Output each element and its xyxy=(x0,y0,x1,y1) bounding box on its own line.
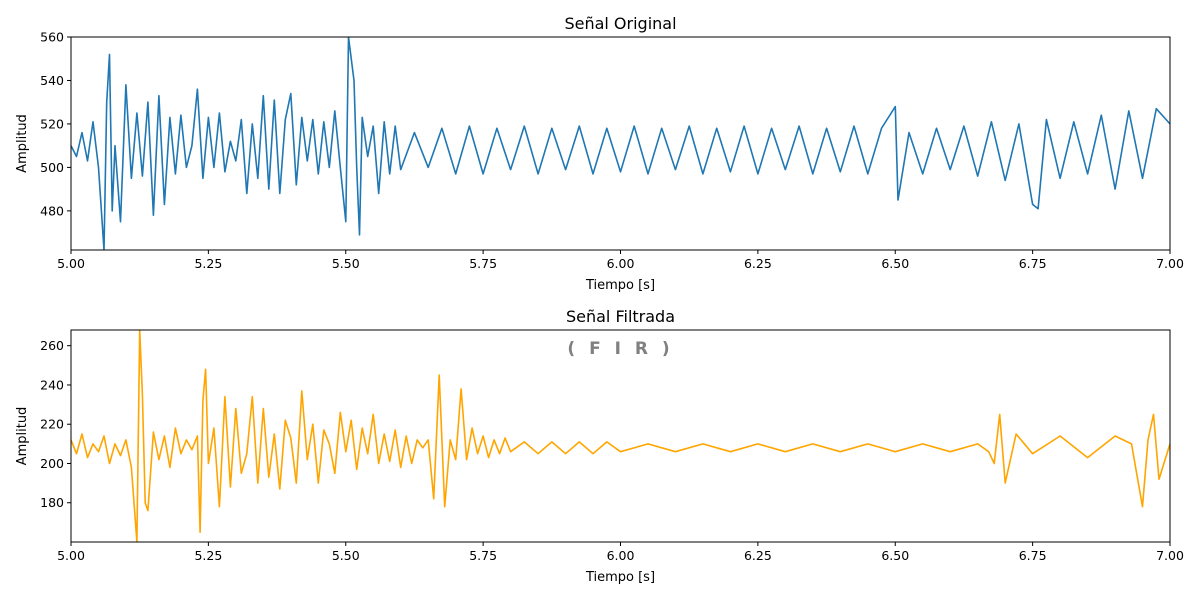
x-tick-label: 6.00 xyxy=(607,548,635,563)
y-tick-label: 540 xyxy=(40,73,64,88)
x-tick-label: 5.00 xyxy=(57,256,85,271)
x-tick-label: 6.25 xyxy=(744,256,772,271)
y-tick-label: 500 xyxy=(40,160,64,175)
y-axis-label: Amplitud xyxy=(15,114,30,173)
x-tick-label: 6.25 xyxy=(744,548,772,563)
y-tick-label: 480 xyxy=(40,203,64,218)
x-tick-label: 5.75 xyxy=(469,548,497,563)
chart-2: 5.00 5.25 5.50 5.75 6.00 6.25 6.50 6.75 7.00 180 2… xyxy=(15,307,1184,585)
x-tick-label: 7.00 xyxy=(1156,548,1184,563)
x-tick-label: 6.75 xyxy=(1019,256,1047,271)
x-tick-label: 5.00 xyxy=(57,548,85,563)
x-tick-label: 5.25 xyxy=(194,548,222,563)
y-tick-label: 220 xyxy=(40,417,64,432)
x-tick-label: 7.00 xyxy=(1156,256,1184,271)
x-tick-label: 5.50 xyxy=(332,256,360,271)
x-tick-label: 5.25 xyxy=(194,256,222,271)
y-axis-label: Amplitud xyxy=(15,407,30,466)
x-axis-label: Tiempo [s] xyxy=(585,278,655,293)
x-tick-label: 5.75 xyxy=(469,256,497,271)
chart-title: Señal Original xyxy=(564,14,676,33)
y-tick-label: 180 xyxy=(40,495,64,510)
chart-title: Señal Filtrada xyxy=(566,307,675,326)
series-line-1 xyxy=(71,330,1170,542)
y-tick-label: 260 xyxy=(40,338,64,353)
y-tick-label: 520 xyxy=(40,116,64,131)
x-tick-label: 6.50 xyxy=(881,256,909,271)
series-line-1 xyxy=(71,37,1170,250)
y-tick-label: 200 xyxy=(40,456,64,471)
x-tick-label: 5.50 xyxy=(332,548,360,563)
x-tick-label: 6.50 xyxy=(881,548,909,563)
x-axis-label: Tiempo [s] xyxy=(585,570,655,585)
annotation-label: ( F I R ) xyxy=(567,339,673,359)
x-tick-label: 6.75 xyxy=(1019,548,1047,563)
y-tick-label: 240 xyxy=(40,377,64,392)
y-tick-label: 560 xyxy=(40,30,64,45)
x-tick-label: 6.00 xyxy=(607,256,635,271)
chart-1: 5.00 5.25 5.50 5.75 6.00 6.25 6.50 6.75 7.00 480 5… xyxy=(15,14,1184,293)
